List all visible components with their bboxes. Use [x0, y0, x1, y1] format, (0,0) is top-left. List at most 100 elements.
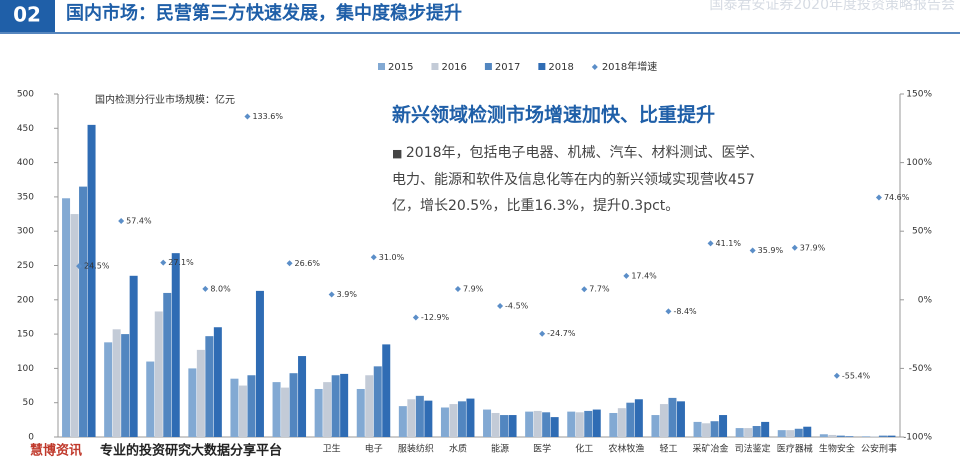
bar — [205, 336, 214, 437]
growth-label: -4.5% — [505, 301, 529, 310]
bar — [112, 329, 121, 437]
growth-marker — [244, 113, 251, 120]
legend-swatch — [484, 63, 492, 70]
bar — [213, 327, 222, 437]
growth-marker — [539, 330, 546, 337]
bar — [702, 423, 711, 437]
bar — [533, 410, 542, 437]
growth-label: 3.9% — [337, 290, 358, 299]
bar — [786, 430, 795, 437]
bar — [584, 410, 593, 437]
bar — [744, 428, 753, 437]
growth-label: 133.6% — [252, 112, 283, 121]
x-tick-label: 服装纺织 — [398, 443, 434, 455]
growth-label: 57.4% — [126, 217, 152, 226]
bar — [887, 435, 896, 437]
y2-tick-label: -50% — [909, 364, 933, 374]
bar — [803, 426, 812, 437]
y-tick-label: 0 — [28, 433, 34, 443]
callout-title: 新兴领域检测市场增速加快、比重提升 — [392, 104, 716, 126]
bar — [609, 412, 618, 437]
y2-tick-label: 150% — [906, 90, 932, 100]
x-tick-label: 能源 — [491, 443, 509, 455]
growth-label: -24.7% — [547, 329, 576, 338]
bar — [146, 361, 155, 437]
growth-label: 8.0% — [210, 284, 231, 293]
y-tick-label: 100 — [17, 364, 34, 374]
bar — [592, 409, 601, 437]
growth-marker — [118, 218, 125, 225]
growth-marker — [749, 247, 756, 254]
growth-marker — [160, 259, 167, 266]
bar — [567, 411, 576, 437]
bar — [365, 375, 374, 437]
footer-brand: 慧博资讯 — [30, 443, 82, 459]
bar — [626, 402, 635, 437]
y-tick-label: 450 — [17, 124, 34, 134]
bar — [154, 311, 163, 437]
bar — [676, 401, 685, 437]
bar — [331, 375, 340, 437]
bar — [440, 407, 449, 437]
bar — [87, 124, 96, 438]
y2-tick-label: 0% — [918, 295, 933, 305]
legend-swatch — [591, 64, 598, 70]
y-tick-label: 300 — [17, 227, 34, 237]
x-tick-label: 轻工 — [659, 443, 677, 455]
bar — [777, 430, 786, 437]
growth-label: -12.9% — [421, 313, 450, 322]
growth-marker — [412, 314, 419, 321]
x-tick-label: 司法鉴定 — [735, 443, 771, 455]
bar — [129, 275, 138, 437]
y2-tick-label: 50% — [912, 227, 932, 237]
x-tick-label: 卫生 — [323, 443, 341, 455]
growth-marker — [833, 372, 840, 379]
bar — [659, 404, 668, 437]
growth-label: 27.1% — [168, 258, 194, 267]
bar — [870, 436, 879, 437]
growth-marker — [875, 194, 882, 201]
bar — [651, 415, 660, 437]
callout-text: 2018年，包括电子电器、机械、汽车、材料测试、医学、电力、能源和软件及信息化等… — [392, 140, 772, 219]
report-name: 国泰君安证券2020年度投资策略报告会 — [709, 0, 955, 13]
bar — [819, 434, 828, 437]
growth-label: 74.6% — [884, 193, 910, 202]
bar — [188, 368, 197, 437]
bar — [62, 198, 71, 437]
slide-title: 国内市场：民营第三方快速发展，集中度稳步提升 — [66, 2, 462, 24]
bar — [314, 388, 323, 437]
y2-tick-label: -100% — [903, 433, 932, 443]
bar — [508, 415, 517, 437]
bar — [483, 409, 492, 437]
bar — [171, 253, 180, 437]
growth-label: 26.6% — [295, 259, 321, 268]
bar — [356, 388, 365, 437]
growth-marker — [76, 263, 83, 270]
bar — [575, 412, 584, 437]
bar — [373, 366, 382, 437]
bar — [457, 401, 466, 437]
chart-note: 国内检测分行业市场规模：亿元 — [95, 93, 235, 106]
bar — [735, 428, 744, 437]
growth-marker — [286, 260, 293, 267]
growth-marker — [454, 285, 461, 292]
y-tick-label: 500 — [17, 90, 34, 100]
y-tick-label: 250 — [17, 261, 34, 271]
growth-label: 35.9% — [758, 246, 784, 255]
legend-label: 2017 — [495, 62, 520, 73]
growth-label: 17.4% — [631, 271, 657, 280]
footer-slogan: 专业的投资研究大数据分享平台 — [100, 443, 282, 459]
bar — [255, 290, 264, 437]
bar — [272, 382, 281, 437]
bar — [491, 412, 500, 437]
growth-label: -55.4% — [842, 371, 871, 380]
bar — [550, 417, 559, 437]
legend-swatch — [431, 63, 439, 70]
bar — [634, 399, 643, 437]
bar — [163, 292, 172, 437]
growth-label: 7.9% — [463, 284, 484, 293]
callout: 新兴领域检测市场增速加快、比重提升 2018年，包括电子电器、机械、汽车、材料测… — [378, 92, 778, 224]
growth-marker — [707, 240, 714, 247]
